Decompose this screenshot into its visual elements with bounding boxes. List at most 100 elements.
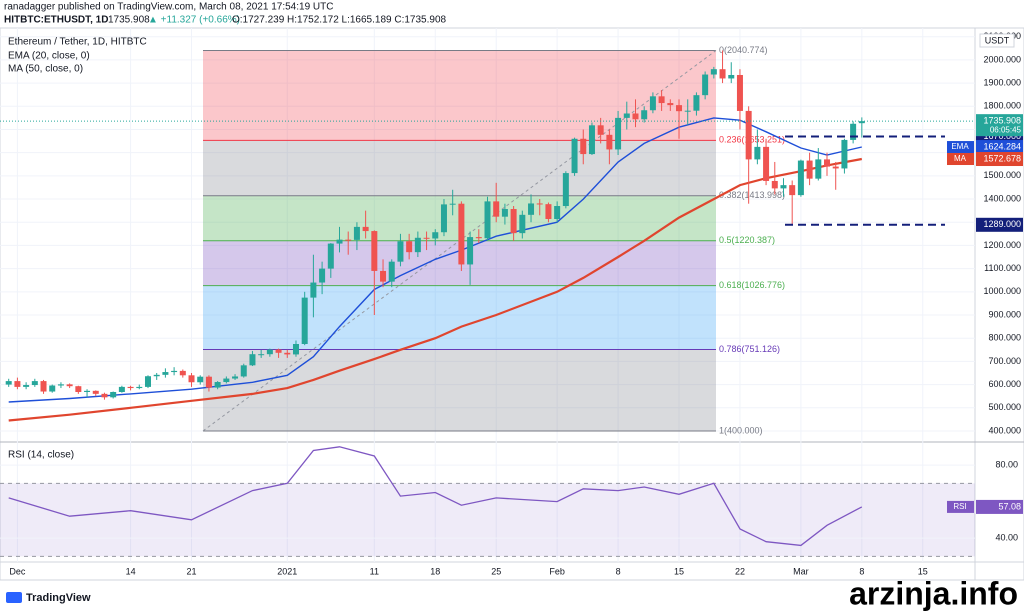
candle-body — [110, 391, 117, 398]
x-tick-label: 14 — [126, 566, 136, 576]
legend-entry: EMA (20, close, 0) — [8, 51, 90, 62]
indicator-tag-bg — [976, 152, 1023, 167]
fib-zone — [203, 140, 716, 196]
candle-body — [240, 365, 247, 377]
candle-body — [719, 69, 726, 79]
y-tick-label: 1400.000 — [983, 193, 1021, 203]
candle-body — [310, 282, 317, 298]
candle-body — [162, 372, 169, 375]
candle-body — [632, 113, 639, 120]
x-tick-label: Mar — [793, 566, 809, 576]
candle-body — [440, 204, 447, 233]
fib-label: 0.382(1413.998) — [719, 190, 785, 200]
candle-body — [380, 270, 387, 282]
candle-body — [510, 209, 517, 234]
fib-label: 0.618(1026.776) — [719, 280, 785, 290]
candle-body — [14, 381, 21, 387]
symbol: HITBTC:ETHUSDT, 1D — [4, 15, 108, 26]
candle-body — [5, 381, 12, 385]
x-tick-label: 8 — [859, 566, 864, 576]
price-change: ▲ +11.327 (+0.66%) — [148, 15, 240, 26]
y-tick-label: 80.00 — [995, 459, 1018, 469]
indicator-name-bg — [947, 141, 974, 154]
y-tick-label: 2000.000 — [983, 54, 1021, 64]
x-tick-label: 25 — [491, 566, 501, 576]
candle-body — [301, 297, 308, 344]
candle-body — [31, 381, 38, 386]
watermark: arzinja.info — [849, 575, 1018, 611]
candle-body — [205, 376, 212, 388]
y-tick-label: 900.000 — [988, 309, 1021, 319]
y-tick-label: 1900.000 — [983, 77, 1021, 87]
candle-body — [780, 185, 787, 189]
footer-logo — [6, 592, 22, 603]
candle-body — [406, 241, 413, 253]
x-tick-label: 8 — [616, 566, 621, 576]
candle-body — [57, 384, 64, 386]
candle-body — [171, 370, 178, 373]
fib-label: 0.786(751.126) — [719, 344, 780, 354]
fib-label: 0.5(1220.387) — [719, 235, 775, 245]
candle-body — [467, 237, 474, 265]
candle-body — [292, 343, 299, 355]
fib-zone — [203, 285, 716, 350]
candle-body — [728, 74, 735, 79]
candle-body — [258, 354, 265, 356]
candle-body — [136, 386, 143, 389]
candle-body — [754, 146, 761, 160]
rsi-line — [8, 446, 863, 547]
candle-body — [214, 382, 221, 388]
currency: USDT — [985, 35, 1010, 45]
candle-body — [49, 385, 56, 392]
currency-box — [979, 33, 1015, 48]
candle-body — [676, 105, 683, 112]
candle-body — [144, 376, 151, 387]
x-tick-label: 2021 — [277, 566, 297, 576]
candle-body — [493, 201, 500, 217]
candle-body — [397, 241, 404, 262]
candle-body — [832, 166, 839, 169]
candle-body — [858, 121, 865, 124]
rsi-tag-bg — [976, 499, 1023, 514]
y-tick-label: 1800.000 — [983, 101, 1021, 111]
legend-title: RSI (14, close) — [8, 450, 74, 461]
candle-body — [153, 374, 160, 377]
brand: TradingView — [26, 592, 91, 604]
rsi-name: RSI — [953, 502, 966, 511]
fib-label: 1(400.000) — [719, 425, 763, 435]
candle-body — [789, 185, 796, 196]
candle-body — [345, 239, 352, 241]
candle-body — [362, 226, 369, 232]
candle-body — [658, 96, 665, 104]
candle-body — [763, 146, 770, 181]
indicator-name-bg — [947, 153, 974, 166]
candle-body — [554, 206, 561, 219]
last-price-bg — [976, 114, 1023, 137]
y-tick-label: 600.000 — [988, 379, 1021, 389]
candle-body — [693, 95, 700, 111]
candle-body — [606, 134, 613, 150]
indicator-name: EMA — [951, 142, 969, 151]
indicator-name: MA — [954, 154, 967, 163]
candle-body — [249, 354, 256, 366]
candle-body — [432, 232, 439, 239]
candle-body — [623, 113, 630, 118]
candle-body — [319, 268, 326, 283]
publish-info: ranadagger published on TradingView.com,… — [4, 2, 333, 13]
fib-zone — [203, 50, 716, 141]
x-tick-label: 21 — [187, 566, 197, 576]
candle-body — [40, 381, 47, 392]
candle-body — [327, 243, 334, 269]
frame — [0, 27, 1024, 581]
candle-body — [797, 160, 804, 196]
candle-body — [649, 96, 656, 111]
candle-body — [92, 390, 99, 394]
candle-body — [736, 74, 743, 111]
legend-title: Ethereum / Tether, 1D, HITBTC — [8, 37, 147, 48]
candle-body — [449, 203, 456, 205]
indicator-tag: 1572.678 — [983, 153, 1021, 163]
y-tick-label: 1000.000 — [983, 286, 1021, 296]
x-tick-label: 11 — [370, 566, 379, 576]
candle-body — [23, 385, 30, 387]
level-tag: 1289.000 — [983, 219, 1021, 229]
